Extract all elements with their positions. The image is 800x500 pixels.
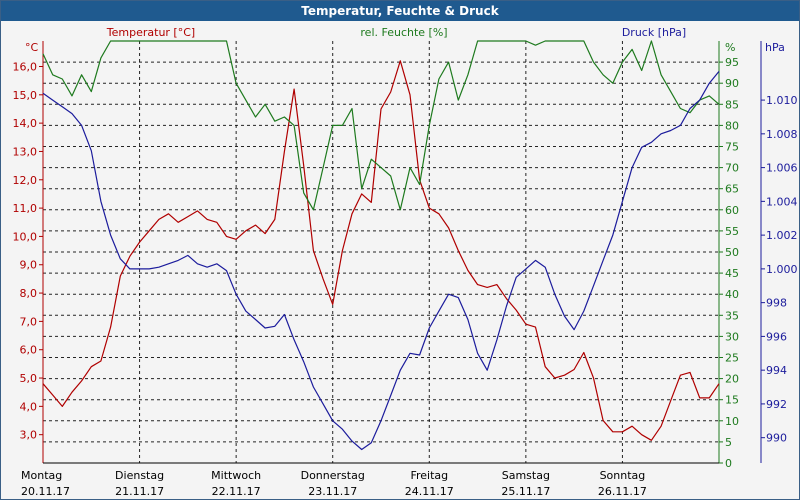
- humidity-tick-label: 20: [725, 373, 739, 386]
- temperature-tick-label: 16,0: [13, 60, 38, 73]
- humidity-tick-label: 25: [725, 352, 739, 365]
- pressure-tick-label: 990: [766, 432, 787, 445]
- humidity-tick-label: 80: [725, 119, 739, 132]
- x-tick-date-label: 21.11.17: [115, 485, 164, 498]
- pressure-tick-label: 992: [766, 398, 787, 411]
- temperature-tick-label: 6,0: [20, 344, 38, 357]
- pressure-tick-label: 1.008: [766, 128, 798, 141]
- temperature-tick-label: 10,0: [13, 230, 38, 243]
- pressure-tick-label: 1.006: [766, 162, 798, 175]
- x-axis: Montag 20.11.17 Dienstag 21.11.17 Mittwoch 22…: [21, 469, 647, 498]
- axis-titles: Temperatur [°C] rel. Feuchte [%] Druck [hP…: [106, 26, 686, 39]
- temperature-tick-label: 15,0: [13, 89, 38, 102]
- x-tick-date-label: 20.11.17: [21, 485, 70, 498]
- humidity-tick-label: 70: [725, 162, 739, 175]
- series-layer: [42, 40, 720, 451]
- humidity-tick-label: 65: [725, 183, 739, 196]
- pressure-tick-label: 994: [766, 364, 787, 377]
- grid-lines: [43, 41, 719, 463]
- humidity-tick-label: 50: [725, 246, 739, 259]
- temperature-tick-label: 9,0: [20, 259, 38, 272]
- chart-title: Temperatur, Feuchte & Druck: [1, 1, 799, 21]
- temperature-unit-label: °C: [25, 41, 39, 54]
- x-tick-day-label: Montag: [21, 469, 62, 482]
- x-tick-date-label: 25.11.17: [501, 485, 550, 498]
- humidity-tick-label: 5: [725, 436, 732, 449]
- humidity-tick-label: 30: [725, 330, 739, 343]
- temperature-axis: 3,0 4,0 5,0 6,0 7,0 8,0 9,0 10,0 11,0 12,0 13,0 14,…: [13, 41, 43, 442]
- temperature-axis-title: Temperatur [°C]: [106, 26, 195, 39]
- pressure-tick-label: 1.002: [766, 229, 798, 242]
- x-tick-date-label: 24.11.17: [405, 485, 454, 498]
- pressure-tick-label: 1.010: [766, 94, 798, 107]
- temperature-tick-label: 14,0: [13, 117, 38, 130]
- x-tick-day-label: Donnerstag: [301, 469, 365, 482]
- humidity-axis: 0 5 10 15 20 25 30 35 40 45 50 55 60 65 70 75 80 85 90 95%: [719, 41, 739, 470]
- temperature-tick-label: 8,0: [20, 287, 38, 300]
- humidity-unit-label: %: [725, 41, 735, 54]
- humidity-tick-label: 75: [725, 141, 739, 154]
- humidity-tick-label: 10: [725, 415, 739, 428]
- x-tick-day-label: Sonntag: [600, 469, 646, 482]
- humidity-tick-label: 95: [725, 56, 739, 69]
- pressure-unit-label: hPa: [765, 41, 785, 54]
- pressure-tick-label: 1.004: [766, 195, 798, 208]
- x-tick-date-label: 26.11.17: [598, 485, 647, 498]
- pressure-series-line: [42, 71, 720, 451]
- x-tick-day-label: Dienstag: [115, 469, 164, 482]
- humidity-tick-label: 0: [725, 457, 732, 470]
- pressure-axis: 990 992 994 996 998 1.000 1.002 1.004 1.006 1.008…: [761, 41, 798, 445]
- x-tick-day-label: Mittwoch: [211, 469, 261, 482]
- pressure-tick-label: 1.000: [766, 263, 798, 276]
- temperature-series-line: [42, 60, 720, 441]
- x-tick-date-label: 22.11.17: [212, 485, 261, 498]
- humidity-tick-label: 90: [725, 77, 739, 90]
- pressure-tick-label: 998: [766, 297, 787, 310]
- temperature-tick-label: 11,0: [13, 202, 38, 215]
- x-tick-date-label: 23.11.17: [308, 485, 357, 498]
- humidity-tick-label: 15: [725, 394, 739, 407]
- humidity-axis-title: rel. Feuchte [%]: [360, 26, 447, 39]
- humidity-tick-label: 45: [725, 267, 739, 280]
- temperature-tick-label: 13,0: [13, 145, 38, 158]
- humidity-tick-label: 40: [725, 288, 739, 301]
- temperature-tick-label: 3,0: [20, 429, 38, 442]
- temperature-tick-label: 7,0: [20, 315, 38, 328]
- temperature-tick-label: 5,0: [20, 372, 38, 385]
- humidity-tick-label: 60: [725, 204, 739, 217]
- humidity-tick-label: 35: [725, 309, 739, 322]
- x-tick-day-label: Samstag: [502, 469, 550, 482]
- temperature-tick-label: 4,0: [20, 400, 38, 413]
- temperature-tick-label: 12,0: [13, 174, 38, 187]
- humidity-series-line: [42, 40, 720, 211]
- plot-frame: [42, 41, 762, 464]
- pressure-tick-label: 996: [766, 330, 787, 343]
- humidity-tick-label: 85: [725, 98, 739, 111]
- humidity-tick-label: 55: [725, 225, 739, 238]
- x-tick-day-label: Freitag: [410, 469, 448, 482]
- pressure-axis-title: Druck [hPa]: [622, 26, 686, 39]
